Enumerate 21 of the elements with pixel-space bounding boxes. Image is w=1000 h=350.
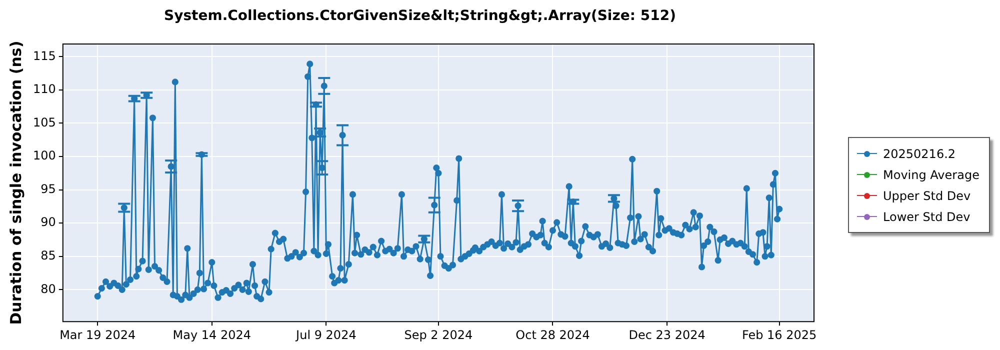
y-tick-label: 115 — [33, 48, 56, 63]
x-tick-label: Sep 2 2024 — [404, 328, 473, 342]
legend-label: Lower Std Dev — [883, 210, 970, 224]
x-tick-label: Dec 23 2024 — [628, 328, 706, 342]
y-tick-label: 100 — [33, 148, 56, 163]
x-tick-label: Feb 16 2025 — [742, 328, 817, 342]
x-tick-label: Oct 28 2024 — [516, 328, 590, 342]
y-tick-label: 110 — [33, 82, 56, 96]
y-tick-label: 105 — [33, 115, 56, 130]
x-tick-label: May 14 2024 — [172, 328, 252, 342]
y-tick-label: 80 — [40, 282, 56, 296]
y-axis-title: Duration of single invocation (ns) — [6, 40, 25, 325]
chart-title: System.Collections.CtorGivenSize&lt;String&gt;.Array(Size: 512) — [163, 8, 677, 24]
y-tick-label: 95 — [40, 182, 56, 196]
x-tick-label: Mar 19 2024 — [60, 328, 136, 342]
legend-label: 20250216.2 — [883, 146, 956, 160]
legend-label: Upper Std Dev — [883, 188, 971, 202]
y-tick-label: 90 — [40, 215, 56, 230]
legend-label: Moving Average — [883, 168, 980, 182]
x-tick-label: Jul 9 2024 — [295, 328, 356, 342]
y-tick-label: 85 — [40, 248, 56, 262]
